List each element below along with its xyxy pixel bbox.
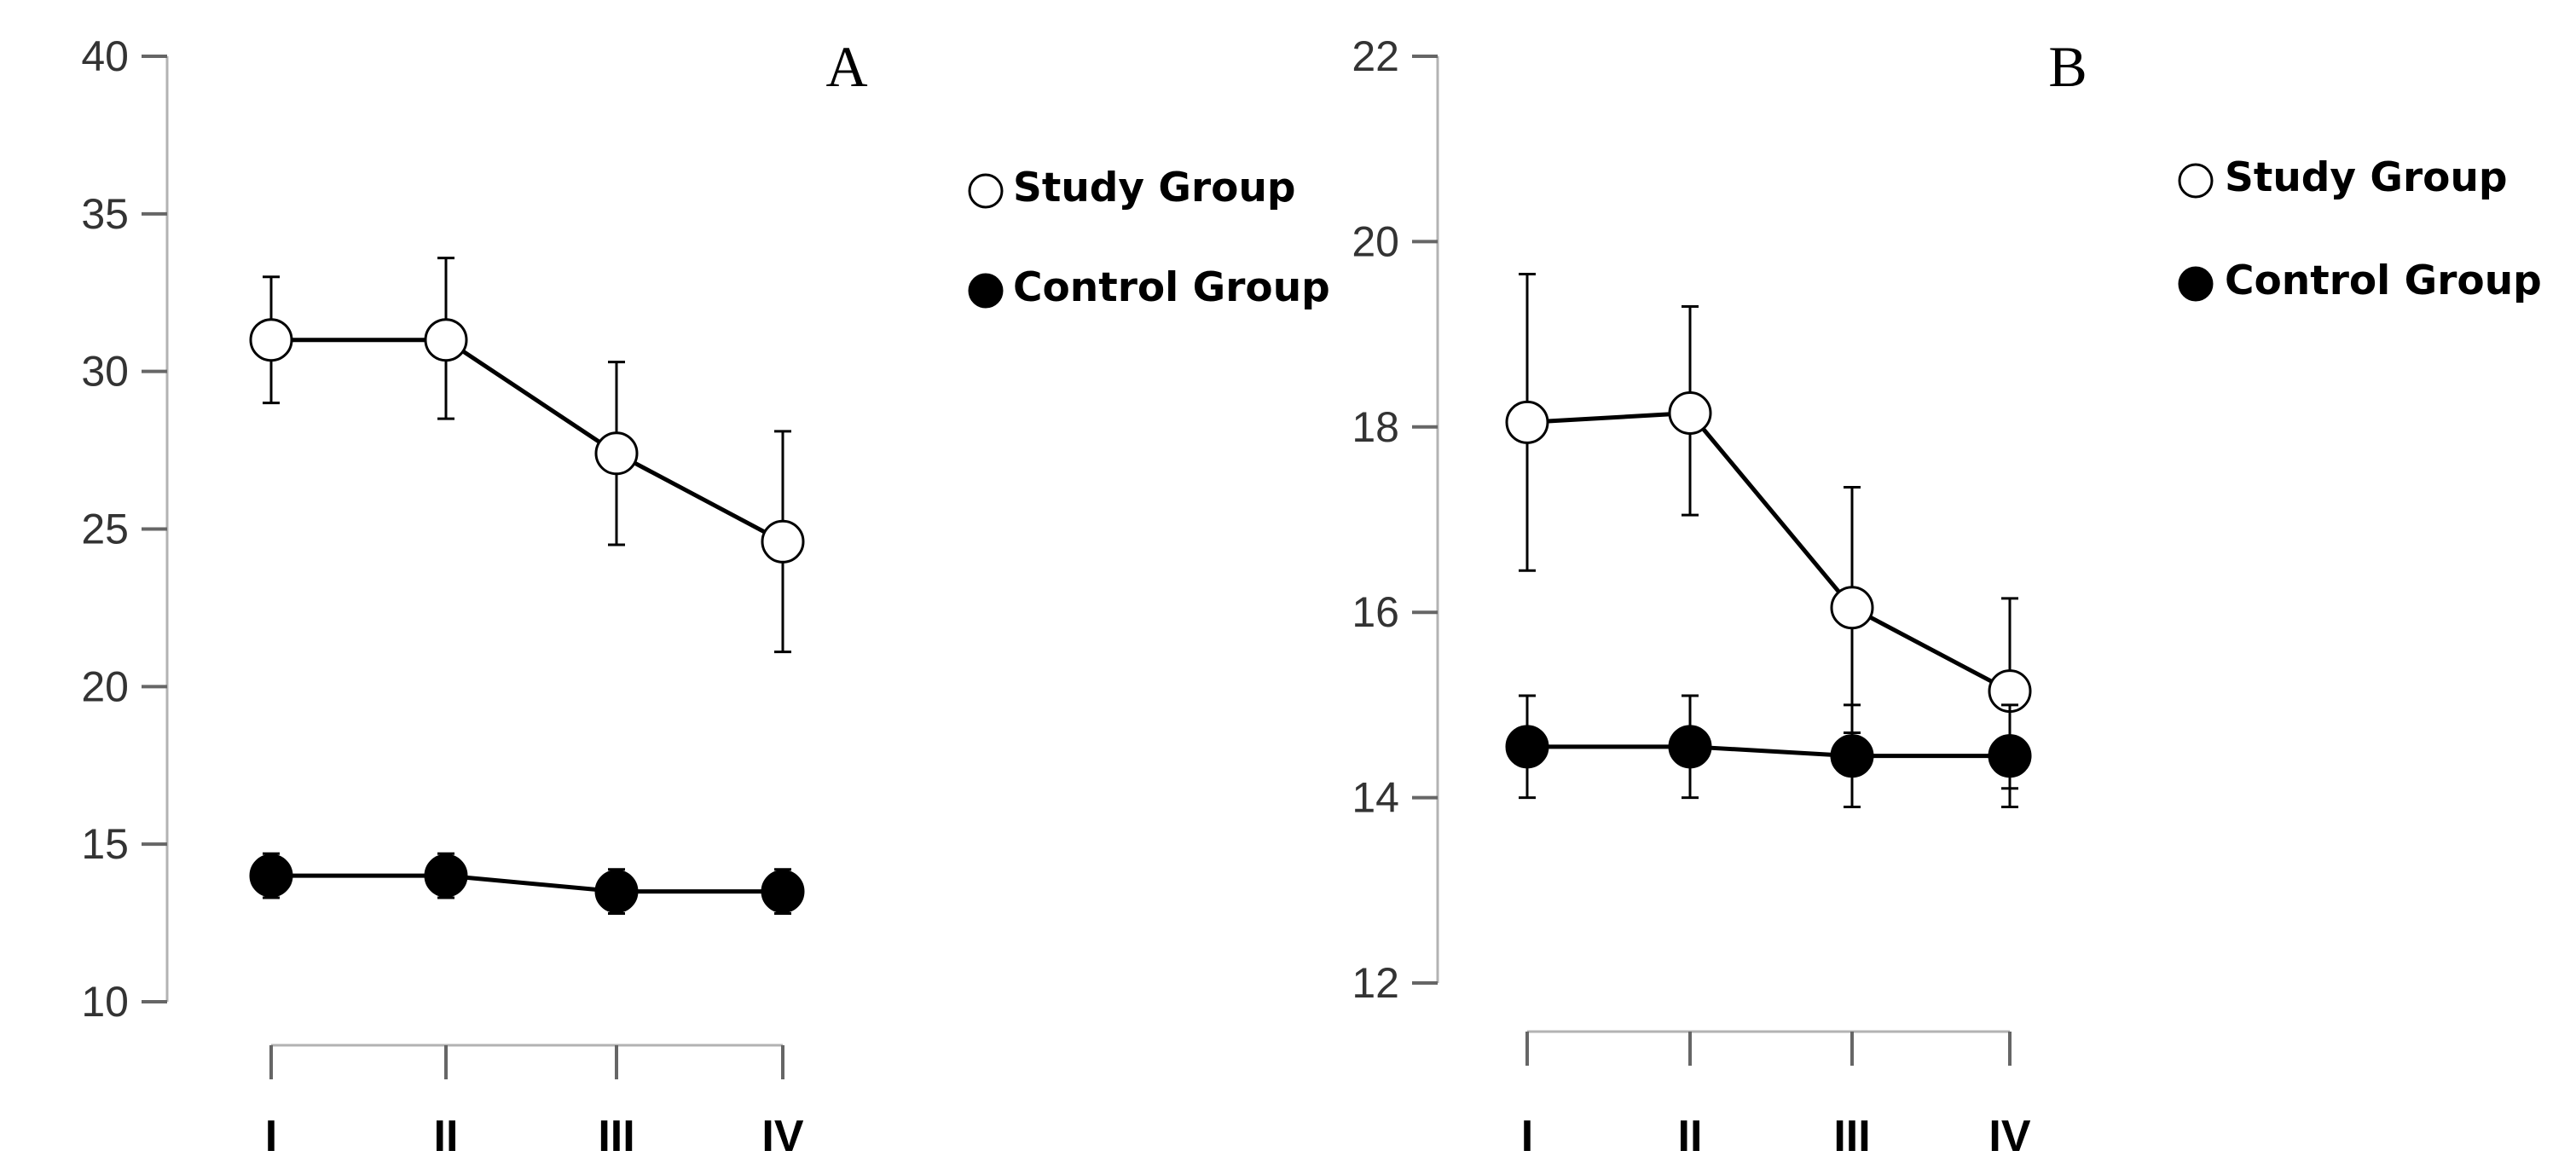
control-group-line [271, 873, 783, 894]
y-tick-label: 20 [1352, 217, 1399, 265]
x-tick-label: IV [761, 1112, 803, 1161]
y-tick-label: 15 [81, 820, 129, 868]
study-group-point [1830, 586, 1874, 630]
control-group-point [249, 853, 293, 898]
control-group-point [761, 870, 805, 914]
y-tick-label: 18 [1352, 403, 1399, 451]
panel-b-label: B [2048, 34, 2087, 99]
control-group-legend-marker [968, 273, 1004, 309]
y-tick-label: 14 [1352, 774, 1399, 822]
study-group-line [1526, 410, 2012, 693]
x-tick-label: IV [1988, 1112, 2030, 1161]
y-tick-label: 20 [81, 662, 129, 710]
study-group-legend-label: Study Group [1013, 165, 1296, 211]
control-group-line [1527, 744, 2010, 759]
x-tick-label: III [1833, 1112, 1870, 1161]
y-tick-label: 30 [81, 348, 129, 396]
control-group-point [1830, 734, 1874, 778]
x-tick-label: III [598, 1112, 634, 1161]
study-group-point [249, 318, 293, 362]
control-group-legend-label: Control Group [1013, 264, 1330, 311]
y-tick-label: 40 [81, 32, 129, 80]
study-group-point [1668, 390, 1712, 435]
study-group-legend-marker [2178, 163, 2214, 199]
control-group-point [424, 853, 468, 898]
study-group-point [1505, 400, 1549, 444]
control-group-legend-marker [2178, 266, 2214, 302]
x-tick-label: II [434, 1112, 459, 1161]
panel-a-label: A [825, 34, 867, 99]
study-group-point [424, 318, 468, 362]
y-tick-label: 16 [1352, 588, 1399, 636]
y-tick-label: 35 [81, 190, 129, 238]
x-tick-label: II [1678, 1112, 1703, 1161]
study-group-point [761, 519, 805, 564]
study-group-point [594, 431, 639, 476]
y-tick-label: 22 [1352, 32, 1399, 80]
control-group-point [594, 870, 639, 914]
y-tick-label: 12 [1352, 959, 1399, 1007]
study-group-line [271, 338, 784, 544]
control-group-point [1988, 734, 2032, 778]
control-group-legend-label: Control Group [2225, 257, 2542, 304]
x-tick-label: I [265, 1112, 277, 1161]
control-group-point [1505, 725, 1549, 769]
y-tick-label: 25 [81, 506, 129, 553]
y-tick-label: 10 [81, 978, 129, 1026]
study-group-legend-label: Study Group [2225, 154, 2508, 201]
study-group-legend-marker [968, 173, 1004, 209]
x-tick-label: I [1521, 1112, 1533, 1161]
control-group-point [1668, 725, 1712, 769]
